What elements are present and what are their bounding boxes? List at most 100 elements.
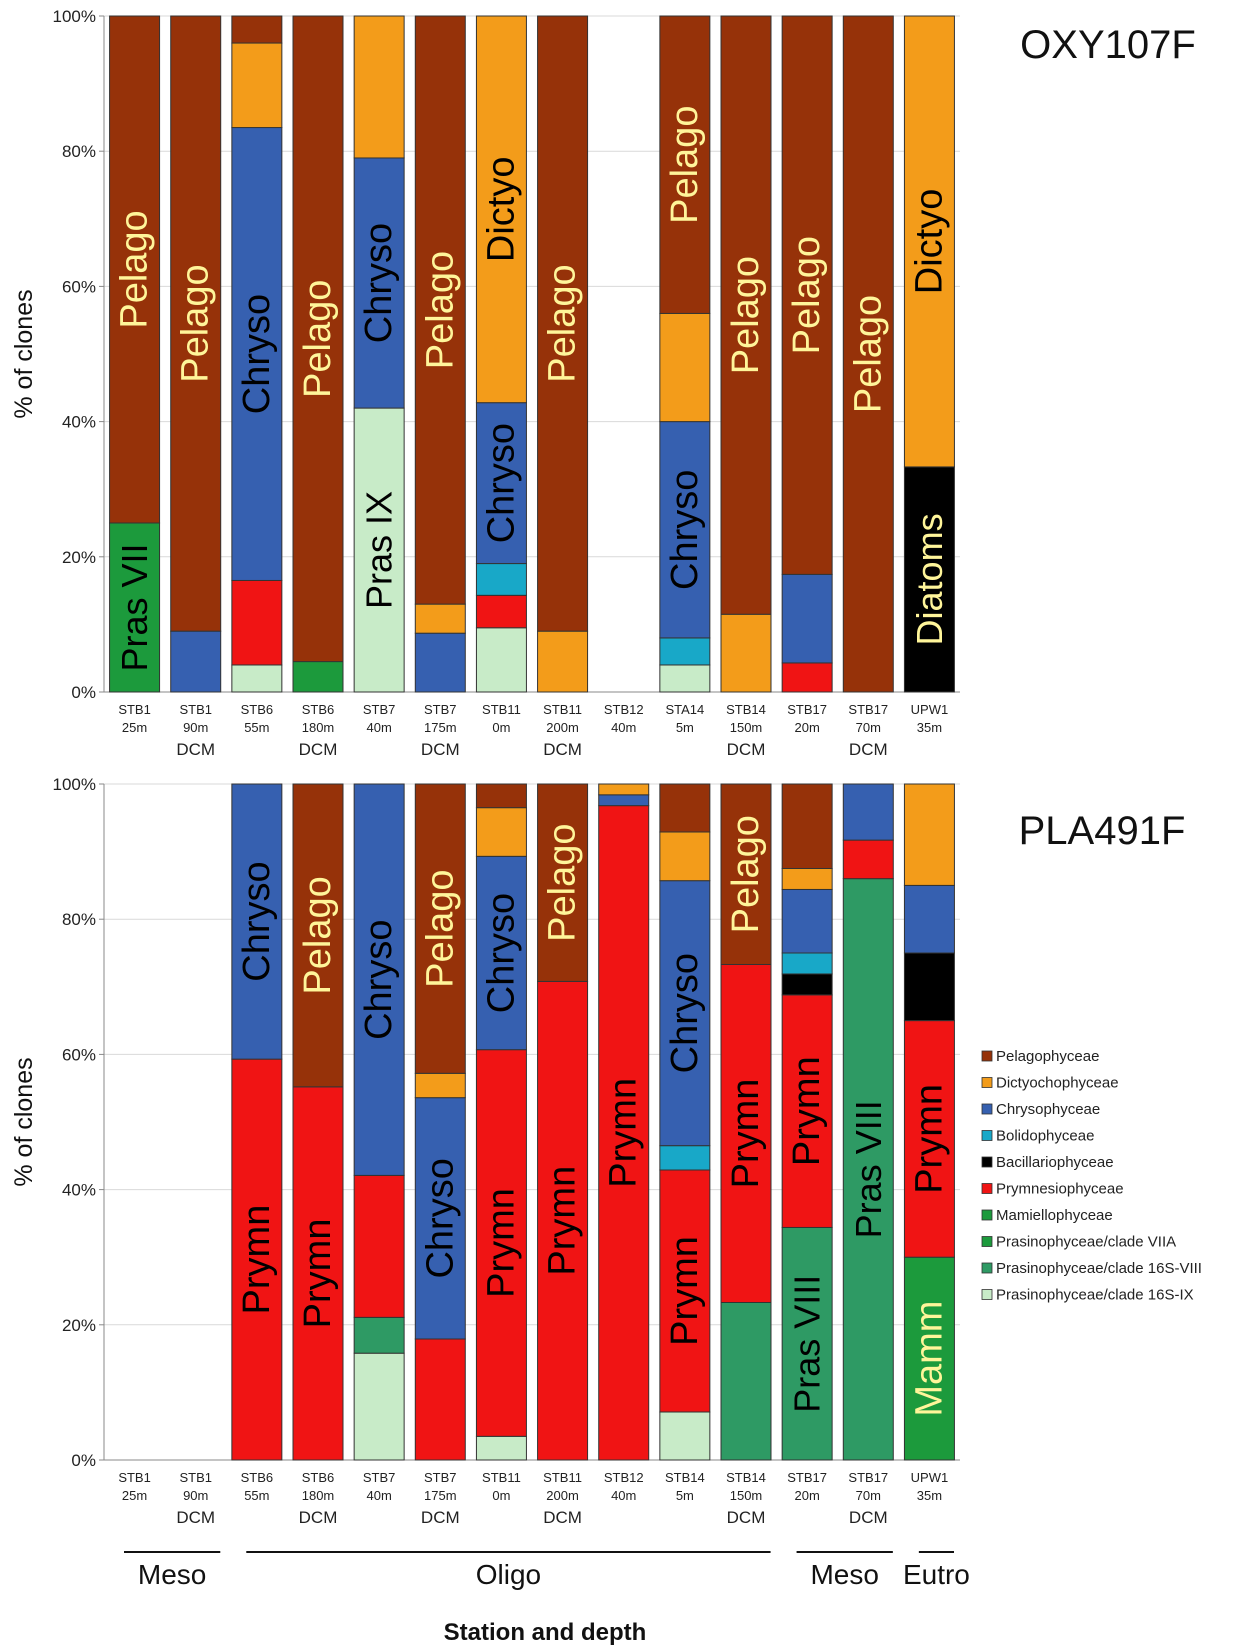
legend-swatch [981,1103,993,1115]
x-tick-station: STB6 [241,702,274,717]
bar-segment-dictyochophyceae [475,15,527,404]
bar-segment-label: Prymn [236,1205,278,1315]
bar-segment-label: Pelago [542,824,584,942]
bar-segment-prasinophyceae-clade-16s-viii [781,1226,833,1461]
bar-segment-chrysophyceae [353,783,405,1176]
bar-segment-dictyochophyceae [537,630,589,693]
x-tick-depth: 20m [794,1488,819,1503]
legend-item-label: Bolidophyceae [996,1128,1094,1145]
y-axis-title: % of clones [10,289,38,418]
x-tick-station: STB6 [302,702,335,717]
bar-segment-label: Chryso [480,893,522,1013]
bar-segment-prasinophyceae-clade-viia [292,661,344,693]
bar-segment-prasinophyceae-clade-16s-ix [659,664,711,693]
y-tick-label: 0% [71,1451,96,1470]
x-tick-dcm: DCM [299,1508,338,1527]
bar-segment-chrysophyceae [475,855,527,1051]
x-tick-station: STB17 [787,1470,827,1485]
bar-segment-dictyochophyceae [414,1072,466,1099]
bar-segment-prymnesiophyceae [781,662,833,693]
bar-segment-prasinophyceae-clade-16s-viii [720,1301,772,1461]
bar-segment-label: Dictyo [480,157,522,263]
bar-segment-label: Prymn [725,1079,767,1189]
bar-segment-pelagophyceae [414,15,466,605]
chart-title: OXY107F [1020,23,1196,67]
bar-segment-prymnesiophyceae [598,805,650,1461]
x-tick-dcm: DCM [176,1508,215,1527]
bar-segment-prasinophyceae-clade-16s-ix [475,1435,527,1461]
bar-segment-prasinophyceae-clade-16s-ix [353,1352,405,1461]
bar-segment-prasinophyceae-clade-16s-ix [475,627,527,693]
bar-segment-dictyochophyceae [720,613,772,693]
bar-segment-label: Prymn [603,1078,645,1188]
x-tick-station: STB7 [363,702,396,717]
region-label: Meso [138,1559,206,1590]
bar-segment-pelagophyceae [292,15,344,663]
x-tick-depth: 70m [856,1488,881,1503]
x-tick-depth: 0m [492,1488,510,1503]
bar-segment-dictyochophyceae [231,42,283,129]
x-tick-depth: 40m [611,720,636,735]
x-tick-depth: 175m [424,1488,457,1503]
bar-segment-prymnesiophyceae [659,1169,711,1413]
y-tick-label: 60% [62,277,96,296]
x-tick-depth: 200m [546,1488,579,1503]
bar-segment-chrysophyceae [231,783,283,1060]
x-tick-depth: 40m [366,720,391,735]
y-tick-label: 0% [71,683,96,702]
bar-segment-label: Pelago [664,106,706,224]
bar-segment-chrysophyceae [598,794,650,807]
bar-segment-label: Pelago [542,264,584,382]
bar-segment-label: Chryso [358,920,400,1040]
bar-segment-pelagophyceae [842,15,894,693]
x-tick-station: STB1 [179,702,212,717]
x-tick-depth: 70m [856,720,881,735]
x-tick-depth: 5m [676,1488,694,1503]
bar-segment-dictyochophyceae [659,831,711,882]
x-tick-station: STA14 [665,702,704,717]
bar-segment-chrysophyceae [353,157,405,409]
bar-segment-pelagophyceae [720,783,772,965]
bar-segment-prasinophyceae-clade-16s-ix [659,1411,711,1461]
x-tick-station: STB17 [787,702,827,717]
bar-segment-label: Pelago [114,210,156,328]
legend-swatch [981,1262,993,1274]
bar-segment-label: Prymn [297,1219,339,1329]
bar-segment-label: Pras VIII [787,1275,828,1413]
legend: Pelagophyceae Dictyochophyceae Chrysophyce… [981,1048,1202,1304]
x-tick-depth: 55m [244,1488,269,1503]
bar-segment-label: Pelago [297,876,339,994]
bar-segment-pelagophyceae [414,783,466,1074]
y-tick-label: 100% [53,775,96,794]
x-tick-station: STB1 [118,702,151,717]
bar-segment-label: Pelago [847,295,889,413]
x-tick-depth: 90m [183,720,208,735]
legend-item-label: Prasinophyceae/clade 16S-VIII [996,1260,1202,1277]
x-tick-depth: 25m [122,720,147,735]
bar-segment-chrysophyceae [659,880,711,1147]
x-tick-station: STB11 [482,702,521,717]
bar-segment-pelagophyceae [109,15,161,524]
bar-segment-pelagophyceae [292,783,344,1088]
x-tick-station: STB14 [726,1470,766,1485]
x-tick-depth: 180m [302,1488,335,1503]
x-tick-depth: 150m [730,720,763,735]
bar-segment-label: Prymn [542,1166,584,1276]
y-tick-label: 40% [62,1181,96,1200]
chart-panel-PLA491F: 0% 20% 40% 60% 80% 100% % of clones PLA491F STB1… [10,775,1185,1527]
bar-segment-mamiellophyceae [903,1256,955,1461]
x-tick-dcm: DCM [727,1508,766,1527]
bar-segment-label: Pelago [725,256,767,374]
legend-item-label: Prasinophyceae/clade 16S-IX [996,1287,1194,1304]
legend-swatch [981,1050,993,1062]
x-tick-depth: 35m [917,1488,942,1503]
bar-segment-label: Chryso [236,861,278,981]
bar-segment-prasinophyceae-clade-16s-viii [353,1316,405,1354]
bar-segment-prymnesiophyceae [292,1086,344,1461]
y-axis-title: % of clones [10,1057,38,1186]
legend-swatch [981,1077,993,1088]
x-tick-depth: 175m [424,720,457,735]
x-tick-station: STB6 [241,1470,274,1485]
bar-segment-prymnesiophyceae [537,980,589,1461]
